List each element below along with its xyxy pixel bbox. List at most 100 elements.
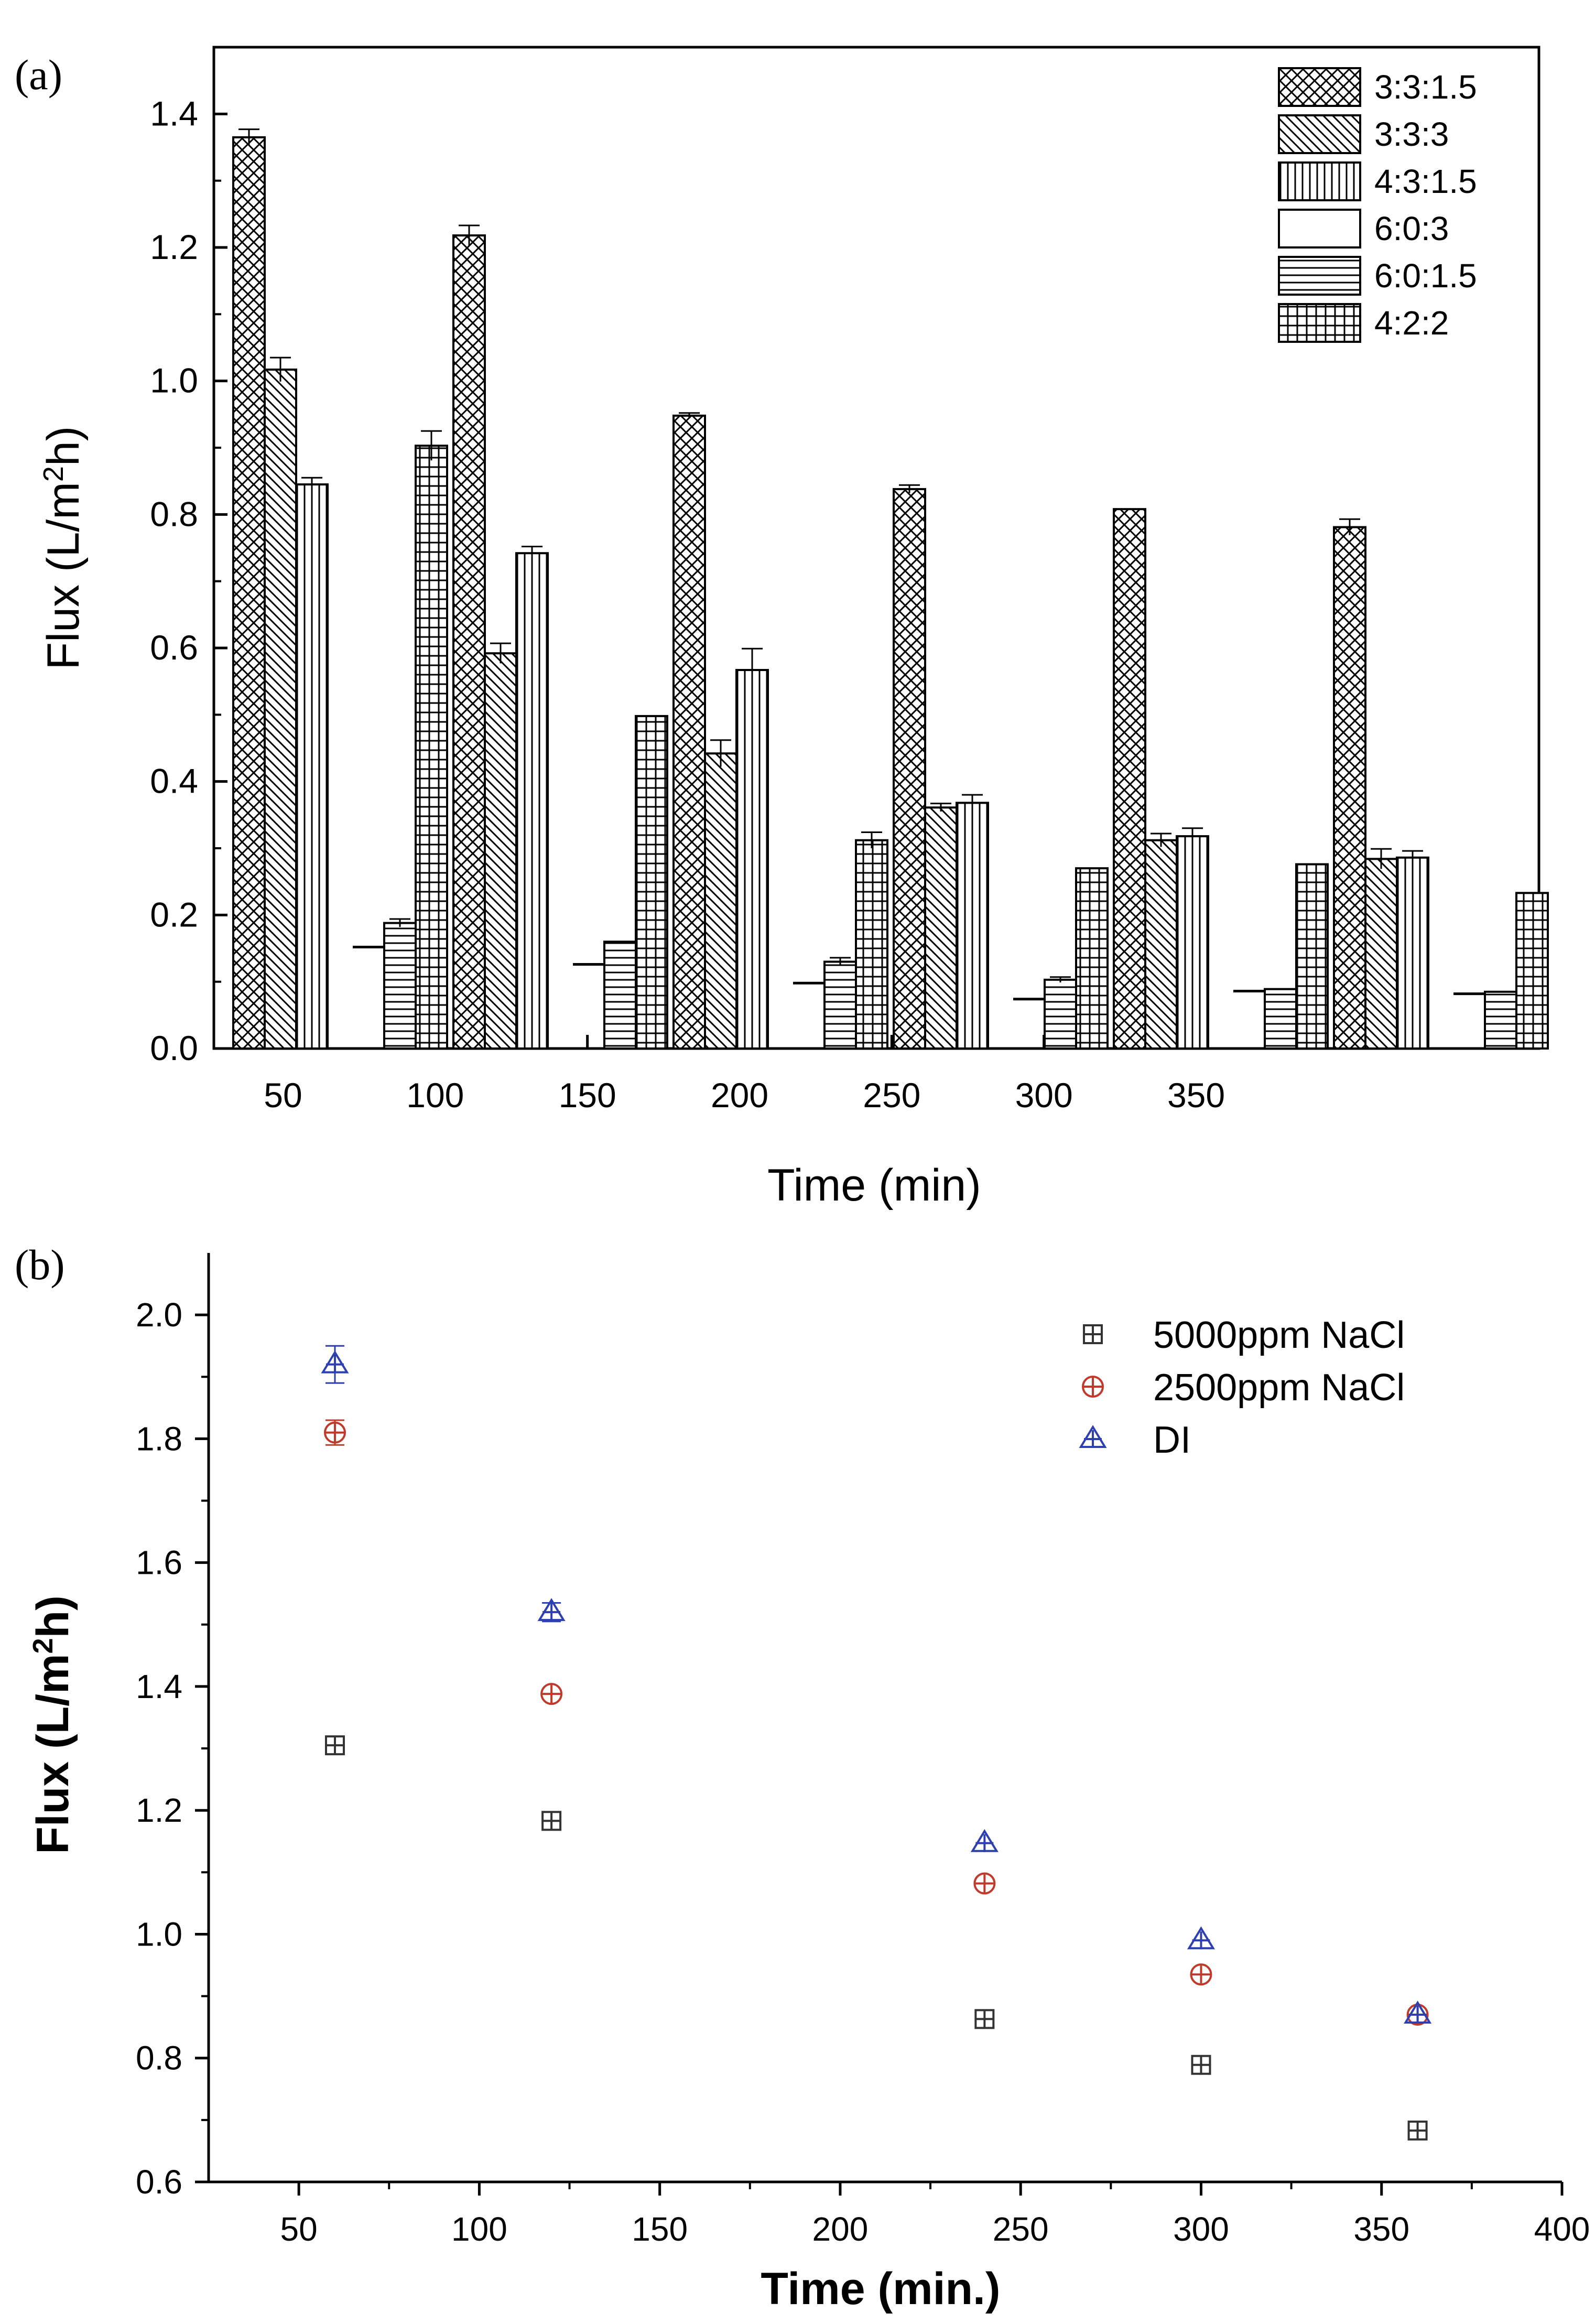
panel-a-legend-label: 6:0:1.5 bbox=[1374, 257, 1477, 295]
panel-a-bar-4-2-2 bbox=[1515, 892, 1549, 1050]
panel-a-bar-4-2-2 bbox=[1295, 863, 1329, 1050]
panel-a-y-tick-label: 0.8 bbox=[150, 494, 198, 533]
panel-a-bar-4-3-1-5 bbox=[735, 669, 769, 1050]
panel-a-bar-4-2-2 bbox=[415, 445, 448, 1050]
panel-b-legend: 5000ppm NaCl 2500ppm NaCl DI bbox=[1079, 1314, 1405, 1461]
panel-b-point-di bbox=[321, 1350, 349, 1374]
panel-b: (b) 0.6 0.8 1.0 1.2 1.4 1.6 1.8 2.0 50 100 150 200… bbox=[15, 1241, 1590, 2314]
panel-a: (a) 0.0 0.2 0.4 0.6 0.8 1.0 1.2 1.4 50 100 150 200… bbox=[15, 46, 1549, 1210]
panel-a-x-tick-label: 300 bbox=[1015, 1076, 1073, 1115]
panel-b-y-tick-label: 0.6 bbox=[136, 2163, 182, 2201]
panel-a-x-tick-label: 250 bbox=[863, 1076, 920, 1115]
panel-b-point-5000ppm-nacl bbox=[1407, 2120, 1428, 2141]
panel-a-bar-6-0-1-5 bbox=[1044, 978, 1077, 1050]
panel-a-legend-label: 6:0:3 bbox=[1374, 210, 1449, 247]
panel-b-point-di bbox=[1404, 2001, 1432, 2024]
panel-a-x-axis-label: Time (min) bbox=[767, 1160, 981, 1210]
panel-b-point-di bbox=[970, 1829, 999, 1852]
panel-b-point-di bbox=[537, 1598, 566, 1622]
panel-a-y-tick-label: 0.0 bbox=[150, 1029, 198, 1067]
panel-a-bar-6-0-1-5 bbox=[823, 960, 857, 1050]
panel-b-legend-label: 2500ppm NaCl bbox=[1153, 1367, 1405, 1409]
panel-a-bar-3-3-3 bbox=[924, 806, 958, 1050]
panel-b-point-2500ppm-nacl bbox=[323, 1421, 346, 1444]
panel-a-bar-3-3-3 bbox=[704, 752, 737, 1050]
panel-b-y-tick-label: 2.0 bbox=[136, 1296, 182, 1334]
panel-b-legend-label: DI bbox=[1153, 1419, 1191, 1461]
panel-a-bar-4-3-1-5 bbox=[1176, 835, 1209, 1050]
panel-b-x-tick-label: 150 bbox=[632, 2210, 688, 2248]
panel-a-y-tick-label: 0.6 bbox=[150, 628, 198, 667]
panel-a-legend-swatch bbox=[1278, 67, 1361, 107]
panel-b-point-5000ppm-nacl bbox=[1191, 2055, 1211, 2075]
panel-a-bar-4-2-2 bbox=[1075, 867, 1109, 1050]
panel-a-legend-label: 4:3:1.5 bbox=[1374, 163, 1477, 200]
panel-a-legend-label: 4:2:2 bbox=[1374, 304, 1449, 342]
panel-b-y-axis-label: Flux (L/m2h) bbox=[27, 1595, 78, 1854]
panel-a-x-tick-label: 100 bbox=[406, 1076, 464, 1115]
panel-b-x-axis-label: Time (min.) bbox=[761, 2264, 1000, 2314]
panel-a-bar-6-0-1-5 bbox=[603, 941, 637, 1050]
panel-b-y-tick-label: 1.0 bbox=[136, 1915, 182, 1953]
panel-a-bar-6-0-1-5 bbox=[383, 922, 417, 1050]
panel-a-bar-6-0-1-5 bbox=[1264, 988, 1297, 1050]
panel-b-point-2500ppm-nacl bbox=[540, 1683, 563, 1705]
panel-b-y-tick-label: 1.8 bbox=[136, 1420, 182, 1457]
panel-b-point-5000ppm-nacl bbox=[541, 1811, 562, 1831]
panel-a-y-tick-label: 1.4 bbox=[150, 94, 198, 133]
panel-a-y-tick-label: 1.0 bbox=[150, 361, 198, 400]
panel-a-legend-swatch bbox=[1278, 303, 1361, 343]
panel-a-label: (a) bbox=[15, 51, 62, 99]
panel-b-x-tick-label: 250 bbox=[993, 2210, 1049, 2248]
panel-a-x-axis: 50 100 150 200 250 300 350 bbox=[264, 1035, 1225, 1115]
panel-a-bar-4-3-1-5 bbox=[956, 802, 989, 1050]
panel-b-x-tick-label: 50 bbox=[280, 2210, 318, 2248]
panel-a-bar-4-2-2 bbox=[855, 839, 888, 1050]
panel-a-bar-3-3-1-5 bbox=[452, 234, 486, 1050]
panel-b-label: (b) bbox=[15, 1241, 65, 1289]
panel-b-point-5000ppm-nacl bbox=[974, 2009, 995, 2029]
panel-a-legend-swatch bbox=[1278, 256, 1361, 296]
panel-a-x-tick-label: 200 bbox=[711, 1076, 768, 1115]
panel-a-bar-4-2-2 bbox=[635, 715, 668, 1050]
panel-b-point-di bbox=[1187, 1926, 1216, 1950]
panel-b-legend-marker bbox=[1079, 1425, 1107, 1448]
panel-a-bar-3-3-1-5 bbox=[672, 414, 706, 1050]
panel-b-legend-label: 5000ppm NaCl bbox=[1153, 1314, 1405, 1356]
panel-a-bar-3-3-3 bbox=[1144, 839, 1178, 1050]
panel-a-y-axis-label: Flux (L/m2h) bbox=[38, 426, 89, 670]
panel-a-x-tick-label: 150 bbox=[559, 1076, 616, 1115]
panel-b-y-tick-label: 1.4 bbox=[136, 1668, 182, 1705]
panel-a-y-axis: 0.0 0.2 0.4 0.6 0.8 1.0 1.2 1.4 bbox=[150, 94, 227, 1067]
panel-a-bar-3-3-3 bbox=[264, 369, 297, 1050]
panel-b-legend-marker bbox=[1082, 1376, 1104, 1398]
panel-b-y-tick-label: 1.6 bbox=[136, 1544, 182, 1582]
panel-b-points bbox=[321, 1345, 1432, 2141]
panel-b-x-axis: 50 100 150 200 250 300 350 400 bbox=[280, 2182, 1590, 2248]
panel-b-x-tick-label: 350 bbox=[1353, 2210, 1409, 2248]
panel-b-point-2500ppm-nacl bbox=[1190, 1963, 1212, 1986]
panel-b-legend-marker bbox=[1083, 1324, 1103, 1344]
panel-a-legend-label: 3:3:3 bbox=[1374, 115, 1449, 153]
panel-b-y-tick-label: 1.2 bbox=[136, 1791, 182, 1829]
panel-b-x-tick-label: 400 bbox=[1534, 2210, 1590, 2248]
panel-b-x-tick-label: 100 bbox=[451, 2210, 507, 2248]
panel-a-y-tick-label: 1.2 bbox=[150, 228, 198, 266]
panel-a-bar-3-3-1-5 bbox=[232, 136, 266, 1050]
panel-a-legend-swatch bbox=[1278, 161, 1361, 201]
panel-a-legend-swatch bbox=[1278, 209, 1361, 248]
panel-b-y-axis: 0.6 0.8 1.0 1.2 1.4 1.6 1.8 2.0 bbox=[136, 1296, 209, 2201]
panel-a-x-tick-label: 50 bbox=[264, 1076, 302, 1115]
panel-a-bar-3-3-1-5 bbox=[1333, 526, 1366, 1050]
panel-a-bars bbox=[232, 128, 1549, 1050]
panel-a-bar-4-3-1-5 bbox=[515, 552, 549, 1050]
panel-b-x-tick-label: 200 bbox=[812, 2210, 869, 2248]
panel-b-y-tick-label: 0.8 bbox=[136, 2039, 182, 2077]
panel-a-bar-3-3-1-5 bbox=[893, 488, 926, 1050]
panel-a-y-tick-label: 0.4 bbox=[150, 762, 198, 801]
panel-a-bar-6-0-1-5 bbox=[1484, 990, 1517, 1050]
panel-a-legend-swatch bbox=[1278, 114, 1361, 154]
panel-b-point-2500ppm-nacl bbox=[973, 1872, 996, 1895]
panel-a-bar-3-3-3 bbox=[484, 652, 517, 1050]
panel-a-x-tick-label: 350 bbox=[1167, 1076, 1225, 1115]
